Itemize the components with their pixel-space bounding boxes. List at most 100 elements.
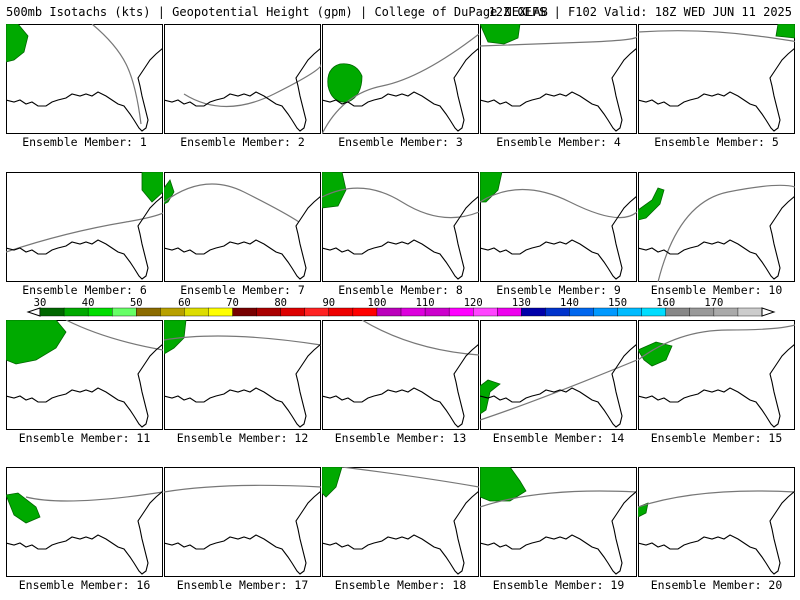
map-graphic [164, 467, 321, 577]
map-graphic [164, 172, 321, 282]
map-graphic [480, 172, 637, 282]
colorbar-swatch [256, 307, 282, 317]
colorbar-swatch [208, 307, 234, 317]
map-frame [164, 24, 321, 134]
coastline [322, 490, 479, 575]
height-contour [164, 484, 321, 493]
member-label: Ensemble Member: 10 [650, 283, 783, 297]
coastline [6, 195, 163, 280]
member-panel: Ensemble Member: 9 [480, 172, 637, 297]
colorbar-swatch [232, 307, 258, 317]
colorbar-swatch [111, 307, 137, 317]
colorbar-tick-label: 80 [274, 297, 287, 309]
isotach-fill [164, 320, 187, 355]
colorbar-tick-label: 140 [560, 297, 579, 309]
map-frame [322, 24, 479, 134]
height-contour [322, 33, 479, 134]
colorbar-tick-label: 110 [416, 297, 435, 309]
map-frame [322, 320, 479, 430]
height-contour [638, 324, 795, 361]
member-panel: Ensemble Member: 20 [638, 467, 795, 592]
colorbar-swatch [448, 307, 474, 317]
coastline [638, 490, 795, 575]
height-contour [164, 183, 300, 223]
map-graphic [638, 320, 795, 430]
coastline [164, 47, 321, 132]
member-panel: Ensemble Member: 7 [164, 172, 321, 297]
map-frame [322, 467, 479, 577]
height-contour [322, 187, 479, 219]
colorbar-swatch [521, 307, 546, 317]
coastline [164, 195, 321, 280]
map-frame [638, 172, 795, 282]
member-panel: Ensemble Member: 4 [480, 24, 637, 149]
map-graphic [322, 172, 479, 282]
coastline [6, 47, 163, 132]
map-graphic [480, 24, 637, 134]
colorbar-tick-label: 130 [512, 297, 531, 309]
height-contour [638, 30, 795, 44]
map-graphic [322, 24, 479, 134]
colorbar-swatch [184, 307, 209, 317]
coastline [480, 195, 637, 280]
isotach-fill [480, 467, 527, 502]
member-label: Ensemble Member: 14 [492, 431, 625, 445]
colorbar-swatch [737, 307, 763, 317]
colorbar-swatch [136, 307, 161, 317]
member-label: Ensemble Member: 16 [18, 578, 151, 592]
member-label: Ensemble Member: 8 [338, 283, 463, 297]
coastline [322, 195, 479, 280]
map-graphic [480, 467, 637, 577]
colorbar-tick-label: 40 [82, 297, 95, 309]
height-contour [638, 490, 795, 508]
colorbar-tick-label: 120 [464, 297, 483, 309]
isotach-fill [480, 24, 521, 45]
title-left: 500mb Isotachs (kts) | Geopotential Heig… [6, 5, 548, 19]
map-graphic [638, 172, 795, 282]
height-contour [480, 188, 637, 219]
coastline [638, 195, 795, 280]
height-contour [6, 202, 163, 253]
coastline [322, 343, 479, 428]
coastline [480, 47, 637, 132]
map-graphic [6, 172, 163, 282]
member-panel: Ensemble Member: 6 [6, 172, 163, 297]
height-contour [164, 335, 321, 346]
colorbar-tick-label: 70 [226, 297, 239, 309]
colorbar-swatch [87, 307, 113, 317]
height-contour [91, 24, 142, 125]
isotach-fill [480, 379, 501, 415]
map-frame [322, 172, 479, 282]
member-label: Ensemble Member: 4 [496, 135, 621, 149]
map-graphic [322, 467, 479, 577]
colorbar-swatch [376, 307, 402, 317]
coastline [6, 490, 163, 575]
map-frame [638, 24, 795, 134]
coastline [638, 343, 795, 428]
member-panel: Ensemble Member: 15 [638, 320, 795, 445]
colorbar-swatch [473, 307, 498, 317]
map-frame [6, 24, 163, 134]
height-contour [25, 491, 163, 502]
member-label: Ensemble Member: 18 [334, 578, 467, 592]
colorbar-swatch [641, 307, 667, 317]
member-label: Ensemble Member: 6 [22, 283, 147, 297]
colorbar-swatch [424, 307, 450, 317]
member-panel: Ensemble Member: 19 [480, 467, 637, 592]
height-contour [480, 490, 637, 508]
member-panel: Ensemble Member: 17 [164, 467, 321, 592]
member-label: Ensemble Member: 12 [176, 431, 309, 445]
map-graphic [164, 320, 321, 430]
member-panel: Ensemble Member: 16 [6, 467, 163, 592]
member-panel: Ensemble Member: 14 [480, 320, 637, 445]
colorbar-arrow-left [26, 307, 41, 317]
colorbar-swatch [400, 307, 426, 317]
colorbar-swatch [569, 307, 595, 317]
colorbar: 30 40 50 60 70 80 90 100 110 120 130 140 150 160 170 [0, 296, 800, 320]
map-graphic [164, 24, 321, 134]
coastline [164, 490, 321, 575]
map-frame [6, 172, 163, 282]
title-right: 12Z GEFS | F102 Valid: 18Z WED JUN 11 20… [488, 5, 792, 19]
coastline [6, 343, 163, 428]
member-label: Ensemble Member: 20 [650, 578, 783, 592]
